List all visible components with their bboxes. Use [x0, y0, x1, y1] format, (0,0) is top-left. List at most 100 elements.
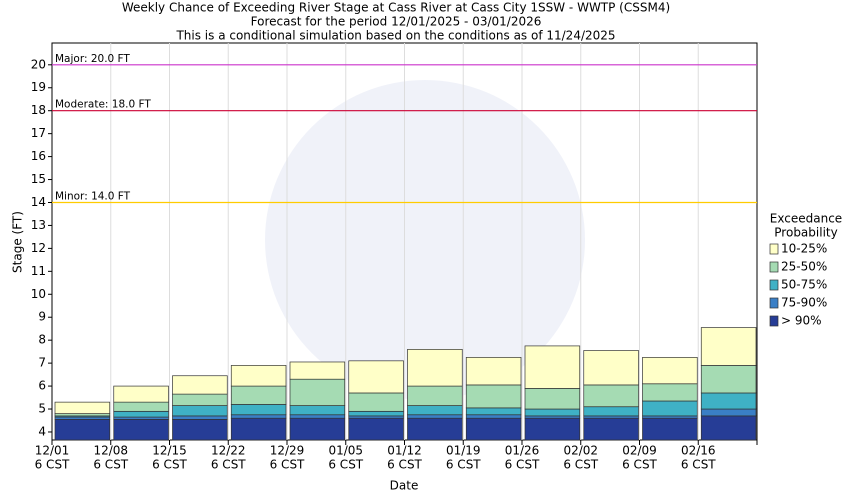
x-tick-label: 01/26	[505, 444, 540, 458]
legend-swatch	[769, 261, 779, 273]
x-tick-sublabel: 6 CST	[505, 458, 540, 472]
watermark	[265, 80, 585, 400]
legend-swatch	[769, 315, 779, 327]
x-tick-label: 12/22	[211, 444, 246, 458]
x-tick-sublabel: 6 CST	[211, 458, 246, 472]
y-tick-label: 16	[31, 149, 46, 163]
legend-title: Exceedance	[770, 212, 842, 226]
y-tick-label: 9	[38, 310, 46, 324]
x-tick-sublabel: 6 CST	[35, 458, 70, 472]
bar-segment	[54, 401, 111, 414]
bar-segment	[642, 400, 698, 417]
x-tick-label: 12/15	[152, 444, 187, 458]
x-tick-sublabel: 6 CST	[387, 458, 422, 472]
legend-label: > 90%	[781, 314, 822, 328]
x-tick-sublabel: 6 CST	[270, 458, 305, 472]
bar-segment	[465, 407, 522, 416]
x-tick-sublabel: 6 CST	[622, 458, 657, 472]
bar-segment	[172, 405, 228, 417]
bar-segment	[289, 361, 346, 380]
bar-segment	[407, 385, 463, 406]
legend-label: 25-50%	[781, 260, 827, 274]
bar-segment	[407, 417, 463, 441]
x-tick-label: 02/09	[622, 444, 657, 458]
bar-segment	[289, 417, 346, 441]
bar-segment	[642, 357, 698, 385]
x-tick-label: 02/16	[681, 444, 716, 458]
y-tick-label: 4	[38, 424, 46, 438]
bar-segment	[642, 417, 698, 441]
bar-segment	[348, 417, 404, 441]
threshold-label: Minor: 14.0 FT	[55, 190, 131, 202]
bar-segment	[407, 405, 463, 416]
x-tick-sublabel: 6 CST	[681, 458, 716, 472]
chart-title: Forecast for the period 12/01/2025 - 03/…	[251, 15, 542, 29]
bar-segment	[700, 365, 757, 394]
bar-segment	[54, 418, 111, 441]
bar-segment	[583, 384, 639, 408]
bar-segment	[583, 417, 639, 441]
bar-segment	[113, 418, 169, 441]
bar-segment	[113, 401, 169, 412]
bar-segment	[113, 410, 169, 418]
x-tick-label: 01/05	[328, 444, 363, 458]
x-tick-sublabel: 6 CST	[563, 458, 598, 472]
bar-segment	[642, 383, 698, 402]
bar-segment	[348, 360, 404, 394]
y-tick-label: 19	[31, 80, 46, 94]
y-tick-label: 10	[31, 287, 46, 301]
bar-segment	[348, 392, 404, 412]
bar-segment	[230, 385, 287, 405]
x-tick-sublabel: 6 CST	[328, 458, 363, 472]
x-axis-label: Date	[390, 479, 419, 493]
x-tick-label: 12/29	[270, 444, 305, 458]
y-tick-label: 12	[31, 241, 46, 255]
legend-swatch	[769, 279, 779, 291]
legend-swatch	[769, 243, 779, 255]
bar-segment	[583, 406, 639, 417]
bar-segment	[524, 388, 581, 410]
bar-segment	[172, 415, 228, 420]
bar-segment	[524, 408, 581, 417]
bar-segment	[524, 417, 581, 441]
bar-segment	[172, 393, 228, 406]
y-tick-label: 13	[31, 218, 46, 232]
x-tick-label: 01/12	[387, 444, 422, 458]
bar-segment	[407, 349, 463, 387]
threshold-label: Moderate: 18.0 FT	[55, 99, 151, 111]
bar-segment	[524, 345, 581, 389]
y-tick-label: 20	[31, 57, 46, 71]
bar-segment	[230, 414, 287, 419]
threshold-label: Major: 20.0 FT	[55, 53, 130, 65]
x-tick-sublabel: 6 CST	[93, 458, 128, 472]
bar-segment	[407, 414, 463, 419]
bar-segment	[700, 392, 757, 410]
bar-segment	[465, 357, 522, 386]
y-tick-label: 11	[31, 264, 46, 278]
bar-segment	[465, 384, 522, 409]
y-tick-label: 6	[38, 379, 46, 393]
bar-segment	[289, 414, 346, 419]
bar-segment	[289, 405, 346, 416]
bar-segment	[700, 408, 757, 417]
bar-segment	[172, 375, 228, 395]
x-tick-label: 01/19	[446, 444, 481, 458]
x-tick-sublabel: 6 CST	[152, 458, 187, 472]
bar-segment	[230, 417, 287, 441]
x-tick-label: 02/02	[563, 444, 598, 458]
y-tick-label: 14	[31, 195, 46, 209]
chart-title: Weekly Chance of Exceeding River Stage a…	[122, 1, 670, 15]
legend-label: 10-25%	[781, 242, 827, 256]
bar-segment	[230, 404, 287, 416]
x-tick-label: 12/08	[93, 444, 128, 458]
y-tick-label: 5	[38, 402, 46, 416]
y-tick-label: 18	[31, 103, 46, 117]
legend-label: 75-90%	[781, 296, 827, 310]
x-tick-label: 12/01	[35, 444, 70, 458]
bar-segment	[583, 350, 639, 386]
bar-segment	[230, 365, 287, 387]
y-tick-label: 8	[38, 333, 46, 347]
bar-segment	[172, 418, 228, 441]
bar-segment	[700, 327, 757, 366]
